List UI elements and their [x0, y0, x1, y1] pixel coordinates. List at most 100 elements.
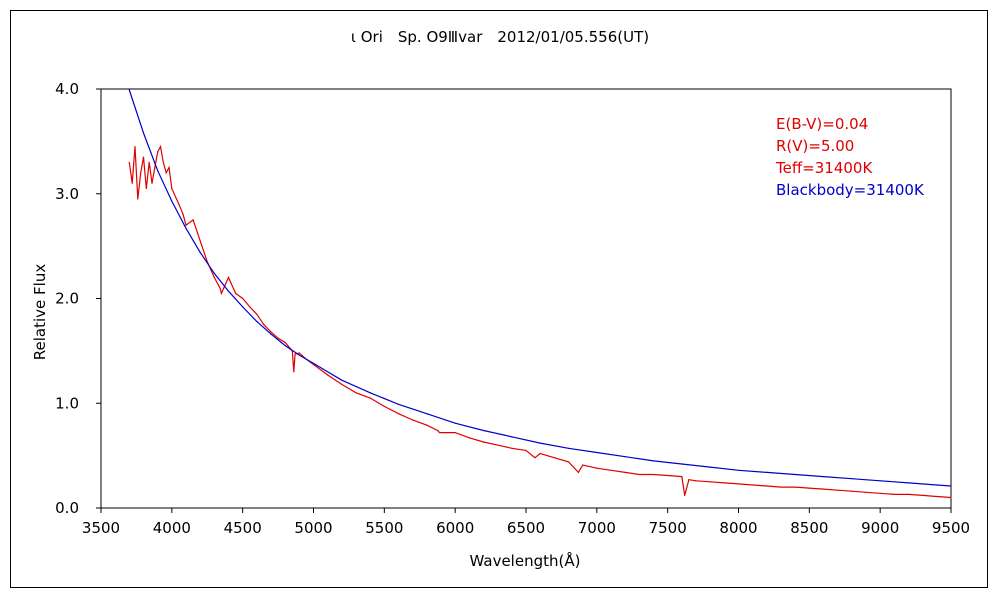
data-point [293, 371, 295, 373]
data-point [837, 489, 839, 491]
data-point [341, 379, 343, 381]
data-point [577, 471, 580, 473]
y-tick-label: 2.0 [55, 290, 79, 308]
y-tick-label: 4.0 [55, 80, 79, 98]
x-tick-label: 4000 [153, 519, 191, 537]
data-point [511, 447, 513, 449]
data-point [723, 482, 725, 484]
data-point [327, 374, 329, 376]
data-point [298, 354, 300, 356]
data-point [539, 452, 541, 455]
data-point [397, 403, 400, 405]
x-axis-label: Wavelength(Å) [470, 551, 581, 570]
data-point [822, 475, 825, 478]
data-point [737, 469, 740, 471]
data-point [851, 490, 853, 492]
data-point [341, 383, 343, 385]
data-point [263, 324, 265, 326]
x-tick-label: 4500 [224, 519, 262, 537]
x-tick-label: 7500 [649, 519, 687, 537]
data-point [539, 442, 541, 444]
data-point [277, 337, 279, 339]
x-tick-label: 6000 [436, 519, 474, 537]
legend-entry: Teff=31400K [775, 159, 873, 177]
data-point [157, 170, 159, 172]
data-point [681, 463, 683, 465]
data-point [397, 413, 400, 415]
data-point [220, 292, 223, 294]
data-point [922, 494, 924, 497]
data-point [294, 353, 296, 355]
series-line-1 [128, 144, 952, 499]
data-point [808, 487, 810, 489]
data-point [766, 485, 768, 487]
data-point [950, 485, 952, 487]
data-point [142, 132, 145, 134]
data-point [907, 493, 910, 495]
data-point [185, 224, 187, 226]
data-point [525, 449, 527, 451]
legend-entry: Blackbody=31400K [776, 181, 925, 199]
data-point [893, 493, 895, 495]
data-point [737, 483, 740, 485]
x-tick-label: 8000 [719, 519, 757, 537]
x-tick-label: 5000 [294, 519, 332, 537]
data-point [157, 151, 159, 153]
x-axis-ticks: 3500 4000 4500 5000 5500 6000 6500 7000 7500 8000… [82, 508, 970, 537]
data-point [369, 397, 371, 399]
data-point [684, 494, 686, 497]
data-point [511, 436, 513, 438]
data-point [142, 156, 145, 158]
data-point [567, 447, 570, 449]
data-point [950, 496, 952, 499]
data-point [936, 495, 938, 498]
data-point [688, 479, 690, 481]
data-point [780, 486, 782, 488]
data-point [162, 161, 164, 163]
data-point [171, 187, 173, 190]
data-point [610, 469, 612, 471]
data-point [213, 276, 215, 279]
data-point [151, 182, 153, 184]
data-point [482, 429, 485, 432]
data-point [426, 413, 428, 415]
data-point [383, 405, 385, 407]
data-point [219, 287, 221, 289]
data-point [178, 203, 180, 205]
x-tick-label: 8500 [790, 519, 828, 537]
data-point [199, 251, 201, 254]
data-point [681, 475, 683, 478]
data-point [936, 484, 938, 486]
data-point [168, 166, 170, 169]
data-point [482, 441, 485, 443]
data-point [213, 272, 215, 274]
data-point [794, 486, 796, 488]
data-point [534, 457, 536, 459]
x-tick-label: 9000 [861, 519, 899, 537]
data-point [596, 451, 598, 454]
legend-entry: E(B-V)=0.04 [776, 115, 868, 133]
data-point [426, 424, 428, 426]
data-point [865, 491, 867, 493]
data-point [624, 471, 626, 473]
data-point [652, 460, 655, 462]
data-point [596, 467, 598, 469]
data-point [709, 481, 711, 483]
legend: E(B-V)=0.04 R(V)=5.00 Teff=31400K Blackbody… [775, 115, 925, 199]
legend-entry: R(V)=5.00 [776, 137, 854, 155]
data-point [468, 437, 470, 439]
data-point [766, 471, 768, 473]
data-point [553, 457, 555, 459]
data-point [182, 214, 184, 216]
x-tick-label: 6500 [507, 519, 545, 537]
data-point [185, 227, 187, 229]
data-point [695, 480, 697, 482]
data-point [145, 187, 147, 190]
data-point [667, 474, 669, 477]
y-tick-label: 3.0 [55, 185, 79, 203]
data-point [148, 161, 150, 163]
y-axis-label: Relative Flux [31, 264, 49, 361]
data-point [298, 352, 300, 354]
data-point [165, 172, 167, 174]
